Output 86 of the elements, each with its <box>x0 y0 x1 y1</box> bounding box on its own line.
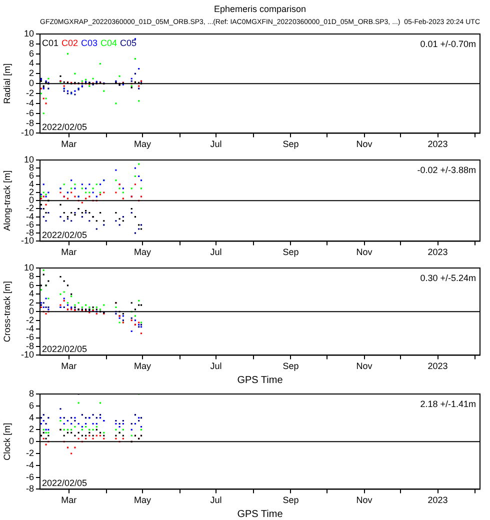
y-tick-label: -10 <box>20 236 34 246</box>
x-tick-label: Sep <box>282 361 299 372</box>
y-tick-label: 6 <box>28 400 34 410</box>
y-axis-title: Along-track [m] <box>2 170 12 231</box>
text: C02 <box>62 38 78 48</box>
x-tick-label: 2023 <box>428 247 448 258</box>
y-tick-label: 8 <box>28 162 34 173</box>
text: C01 <box>42 38 59 48</box>
y-tick-label: 2 <box>28 68 34 78</box>
x-tick-label: May <box>134 139 152 150</box>
annotation: 2022/02/05 <box>42 344 88 354</box>
y-tick-label: -10 <box>20 350 34 360</box>
x-tick-label: Mar <box>61 495 77 506</box>
y-axis-title: Clock [m] <box>2 422 12 460</box>
x-tick-label: Mar <box>61 139 77 150</box>
x-axis-title: GPS Time <box>237 508 284 520</box>
text: C03 <box>81 38 98 48</box>
x-tick-label: Nov <box>356 139 373 150</box>
x-tick-label: Sep <box>282 247 299 258</box>
y-tick-label: 8 <box>28 271 34 282</box>
annotation: 2.18 +/-1.41m <box>420 399 476 409</box>
y-tick-label: -4 <box>26 211 34 222</box>
y-tick-label: -6 <box>26 219 34 230</box>
y-tick-label: -8 <box>26 484 34 494</box>
x-tick-label: Nov <box>356 495 373 506</box>
y-tick-label: 4 <box>28 288 34 299</box>
y-tick-label: -10 <box>20 128 34 138</box>
x-tick-label: Jul <box>210 247 222 258</box>
y-tick-label: -4 <box>26 324 34 334</box>
text: C05 <box>120 38 137 48</box>
y-tick-label: 10 <box>24 262 34 272</box>
annotation: 0.30 +/-5.24m <box>420 273 476 283</box>
x-tick-label: May <box>134 495 152 506</box>
y-tick-label: 0 <box>28 78 34 88</box>
y-tick-label: 0 <box>28 306 34 316</box>
y-axis-title: Cross-track [m] <box>2 281 12 342</box>
y-tick-label: -6 <box>26 332 34 342</box>
x-tick-label: Jul <box>210 495 222 506</box>
annotation: 2022/02/05 <box>42 122 88 132</box>
y-tick-label: 0 <box>28 195 34 206</box>
y-tick-label: -4 <box>26 98 34 108</box>
y-tick-label: 2 <box>28 297 34 308</box>
x-tick-label: Mar <box>61 247 77 258</box>
y-tick-label: 0 <box>28 436 34 446</box>
y-tick-label: 2 <box>28 424 34 434</box>
y-tick-label: 2 <box>28 186 34 197</box>
annotation: 2022/02/05 <box>42 478 88 488</box>
y-tick-label: -2 <box>26 203 34 214</box>
y-tick-label: -8 <box>26 118 34 128</box>
x-tick-label: Jul <box>210 361 222 372</box>
y-tick-label: -6 <box>26 472 34 482</box>
x-tick-label: 2023 <box>428 361 448 372</box>
annotation: 0.01 +/-0.70m <box>420 39 476 49</box>
y-tick-label: -2 <box>26 314 34 325</box>
y-tick-label: 8 <box>28 388 34 398</box>
x-tick-label: 2023 <box>428 495 448 506</box>
x-tick-label: Sep <box>282 139 299 150</box>
y-tick-label: 10 <box>24 28 34 38</box>
y-tick-label: 10 <box>24 154 34 164</box>
x-tick-label: Nov <box>356 247 373 258</box>
annotation: -0.02 +/-3.88m <box>417 165 476 175</box>
x-tick-label: Nov <box>356 361 373 372</box>
y-tick-label: -2 <box>26 448 34 458</box>
y-tick-label: 6 <box>28 170 34 181</box>
y-tick-label: -6 <box>26 108 34 118</box>
y-tick-label: 6 <box>28 48 34 58</box>
y-tick-label: -8 <box>26 228 34 238</box>
x-tick-label: Sep <box>282 495 299 506</box>
annotation: 2022/02/05 <box>42 230 88 240</box>
x-tick-label: May <box>134 247 152 258</box>
y-tick-label: -8 <box>26 340 34 351</box>
y-tick-label: -4 <box>26 460 34 470</box>
series-label: C04 <box>100 38 118 48</box>
y-tick-label: 6 <box>28 280 34 290</box>
x-tick-label: Jul <box>210 139 222 150</box>
chart-title: Ephemeris comparison <box>214 4 306 14</box>
y-tick-label: 4 <box>28 58 34 68</box>
y-tick-label: 4 <box>28 412 34 422</box>
x-tick-label: 2023 <box>428 139 448 150</box>
y-tick-label: 8 <box>28 38 34 48</box>
x-tick-label: May <box>134 361 152 372</box>
x-axis-title: GPS Time <box>237 374 284 386</box>
x-tick-label: Mar <box>61 361 77 372</box>
y-tick-label: -2 <box>26 88 34 98</box>
y-tick-label: 4 <box>28 178 34 189</box>
y-axis-title: Radial [m] <box>2 63 12 104</box>
